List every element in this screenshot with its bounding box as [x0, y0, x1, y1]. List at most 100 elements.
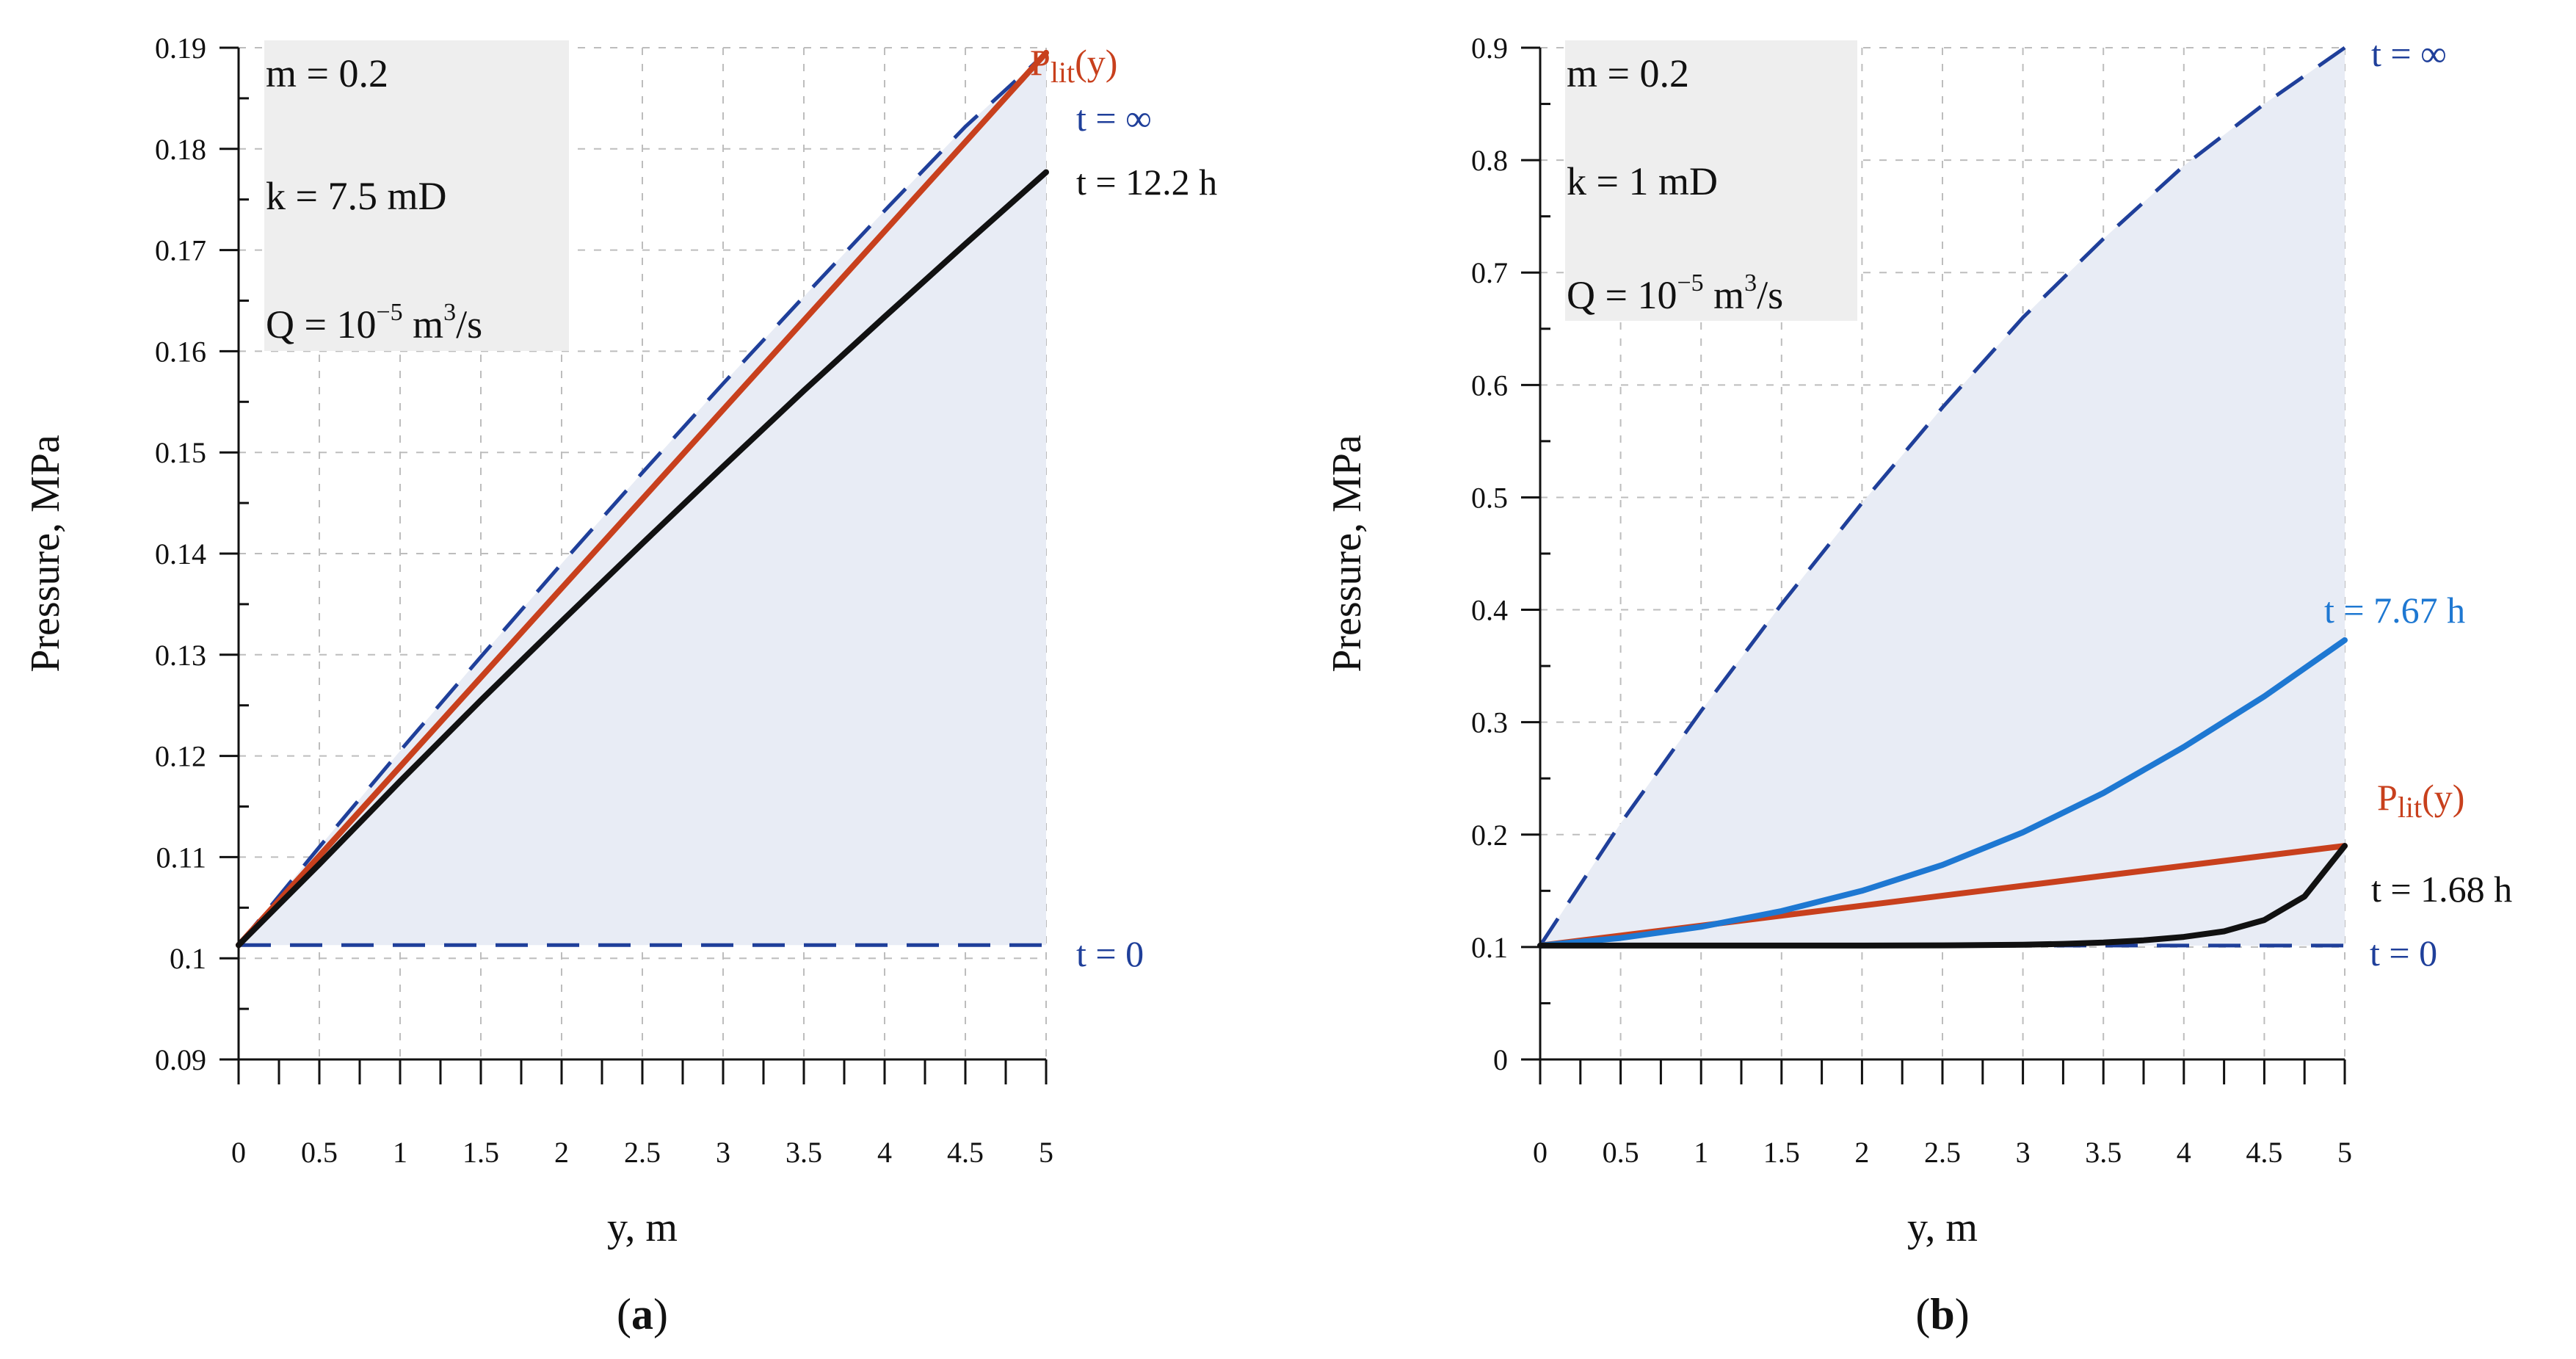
- panel-a-ytick-label: 0.18: [155, 133, 206, 166]
- panel-a-line-t-inf: [237, 51, 1048, 946]
- panel-b-xtick-label: 2: [1854, 1136, 1869, 1169]
- panel-b-param-q-base: Q = 10: [1567, 273, 1677, 317]
- panel-a-ytick-label: 0.09: [155, 1043, 206, 1076]
- panel-b-label-t-mid: t = 7.67 h: [2324, 590, 2465, 631]
- panel-a-xtick-label: 4: [877, 1136, 892, 1169]
- panel-b-param-q-unit-rest: /s: [1757, 273, 1783, 317]
- panel-a-ytick-label: 0.17: [155, 234, 206, 267]
- panel-b-label-t-early: t = 1.68 h: [2371, 869, 2512, 910]
- panel-a-series: [236, 49, 1049, 949]
- panel-b-ytick-label: 0.4: [1471, 594, 1508, 627]
- panel-b: m = 0.2k = 1 mDQ = 10−5 m3/st = 0t = ∞Pl…: [1324, 32, 2512, 1338]
- panel-a-xtick-label: 2: [554, 1136, 569, 1169]
- panel-b-ytick-label: 0.2: [1471, 819, 1508, 852]
- panel-a-label-sub: lit: [1051, 56, 1075, 89]
- panel-b-ytick-label: 0: [1493, 1043, 1508, 1076]
- panel-b-ytick-label: 0.6: [1471, 369, 1508, 402]
- panel-a-xtick-label: 5: [1039, 1136, 1053, 1169]
- panel-b-param-q-unit: m: [1704, 273, 1745, 317]
- panel-a-param-box: m = 0.2 k = 7.5 mD Q = 10−5 m3/s: [264, 40, 569, 351]
- panel-a-label-t-zero: t = 0: [1076, 933, 1144, 974]
- panel-a: m = 0.2k = 7.5 mDQ = 10−5 m3/st = 0t = ∞…: [23, 32, 1217, 1338]
- panel-a-param-k: k = 7.5 mD: [266, 174, 446, 218]
- panel-b-param-box-bg: [1565, 40, 1857, 321]
- panel-a-param-box-bg: [264, 40, 569, 351]
- panel-b-param-k: k = 1 mD: [1567, 159, 1718, 203]
- panel-b-xtick-label: 2.5: [1924, 1136, 1961, 1169]
- panel-a-ytick-label: 0.14: [155, 537, 206, 570]
- panel-a-param-m: m = 0.2: [266, 51, 388, 95]
- panel-a-label-p-lit: Plit(y): [1030, 42, 1117, 89]
- panel-b-label-sub: lit: [2398, 791, 2422, 824]
- panel-b-panel-label: (b): [1915, 1290, 1969, 1338]
- panel-a-xtick-label: 3: [716, 1136, 730, 1169]
- panel-a-param-q-base: Q = 10: [266, 302, 376, 347]
- panel-b-ytick-label: 0.3: [1471, 706, 1508, 739]
- panel-a-xtick-label: 1.5: [462, 1136, 499, 1169]
- panel-b-ytick-label: 0.1: [1471, 931, 1508, 964]
- panel-b-xtick-label: 3: [2016, 1136, 2031, 1169]
- panel-b-xtick-label: 5: [2337, 1136, 2352, 1169]
- panel-a-param-q-unit: m: [403, 302, 444, 347]
- panel-b-ytick-label: 0.5: [1471, 481, 1508, 514]
- panel-b-ytick-label: 0.8: [1471, 144, 1508, 177]
- panel-a-axes: 0.09 0.1 0.11 0.12 0.13 0.14 0.15 0.16 0.17 0.18 0…: [155, 32, 1053, 1169]
- panel-b-label-t-inf: t = ∞: [2371, 33, 2447, 74]
- panel-a-label-t-inf: t = ∞: [1076, 98, 1152, 139]
- panel-a-panel-label-open: (: [617, 1290, 631, 1338]
- panel-b-panel-label-letter: b: [1930, 1290, 1954, 1338]
- panel-b-label-p-lit: Plit(y): [2377, 777, 2464, 824]
- panel-b-ytick-label: 0.9: [1471, 32, 1508, 65]
- panel-a-panel-label: (a): [617, 1290, 668, 1338]
- panel-a-ytick-label: 0.13: [155, 639, 206, 672]
- panel-a-ytick-label: 0.19: [155, 32, 206, 65]
- panel-a-param-q-unit-exponent: 3: [443, 299, 456, 326]
- panel-a-xtick-label: 2.5: [624, 1136, 661, 1169]
- panel-b-y-axis-title: Pressure, MPa: [1324, 435, 1370, 673]
- panel-b-ytick-label: 0.7: [1471, 256, 1508, 289]
- panel-b-label-post: (y): [2422, 777, 2464, 818]
- panel-b-line-t-inf: [1538, 46, 2346, 947]
- panel-a-panel-label-letter: a: [631, 1290, 653, 1338]
- panel-b-xtick-label: 4: [2177, 1136, 2191, 1169]
- panel-b-xtick-label: 1: [1694, 1136, 1708, 1169]
- panel-b-param-q: Q = 10−5 m3/s: [1567, 269, 1783, 317]
- panel-a-param-q-exponent: −5: [376, 299, 402, 326]
- panel-a-label-post: (y): [1075, 42, 1117, 83]
- panel-b-xtick-label: 3.5: [2085, 1136, 2122, 1169]
- panel-b-shaded-band: [1540, 48, 2345, 946]
- panel-b-line-t-early: [1537, 843, 2348, 949]
- panel-b-xtick-label: 4.5: [2246, 1136, 2282, 1169]
- panel-a-ytick-label: 0.1: [170, 942, 206, 975]
- panel-b-label-p: P: [2377, 777, 2398, 818]
- panel-b-label-t-zero: t = 0: [2370, 932, 2437, 974]
- panel-b-param-m: m = 0.2: [1567, 51, 1689, 95]
- panel-b-line-t-mid: [1537, 637, 2348, 949]
- panel-a-param-q: Q = 10−5 m3/s: [266, 299, 482, 347]
- panel-a-param-q-unit-rest: /s: [456, 302, 482, 347]
- panel-b-panel-label-open: (: [1915, 1290, 1930, 1338]
- panel-b-param-q-exponent: −5: [1677, 269, 1703, 297]
- panel-a-ytick-label: 0.16: [155, 335, 206, 368]
- panel-a-ytick-label: 0.12: [155, 740, 206, 773]
- panel-b-xtick-label: 0: [1533, 1136, 1548, 1169]
- panel-a-x-axis-title: y, m: [607, 1205, 678, 1250]
- panel-a-xtick-label: 0.5: [301, 1136, 338, 1169]
- panel-a-label-p: P: [1030, 42, 1051, 83]
- panel-a-label-t-mid: t = 12.2 h: [1076, 162, 1217, 203]
- panel-b-panel-label-close: ): [1955, 1290, 1970, 1338]
- panel-b-param-box: m = 0.2 k = 1 mD Q = 10−5 m3/s: [1565, 40, 1857, 321]
- panel-b-axes: 0 0.1 0.2 0.3 0.4 0.5 0.6 0.7 0.8 0.9 0 0.5 1 1.5 2 2.5…: [1471, 32, 2352, 1169]
- panel-a-line-t-mid: [236, 169, 1049, 949]
- panel-b-x-axis-title: y, m: [1907, 1205, 1978, 1250]
- panel-b-param-q-unit-exponent: 3: [1744, 269, 1757, 297]
- panel-a-line-p-lit: [236, 49, 1049, 949]
- panel-a-ytick-label: 0.15: [155, 436, 206, 469]
- panel-b-xtick-label: 0.5: [1603, 1136, 1639, 1169]
- panel-a-xtick-label: 1: [393, 1136, 407, 1169]
- panel-b-series: [1537, 46, 2348, 949]
- panel-a-y-axis-title: Pressure, MPa: [23, 435, 68, 673]
- panel-a-xtick-label: 3.5: [786, 1136, 822, 1169]
- panel-a-xtick-label: 4.5: [947, 1136, 984, 1169]
